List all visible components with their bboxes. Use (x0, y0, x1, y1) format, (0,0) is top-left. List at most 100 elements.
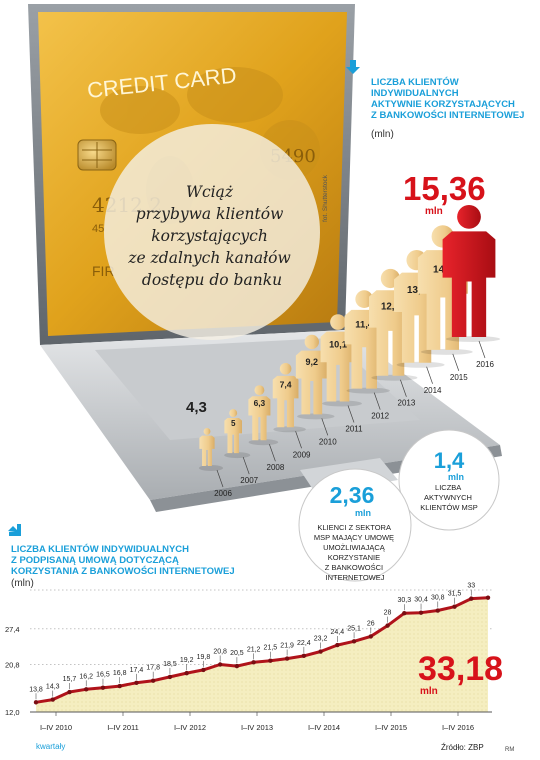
year-leader-line (347, 405, 355, 423)
figure-head (279, 362, 292, 375)
data-label: 33 (467, 583, 475, 590)
x-tick-label: I–IV 2013 (241, 723, 273, 732)
msp-active-line-2: AKTYWNYCH (424, 493, 472, 502)
year-label: 2008 (267, 463, 285, 472)
x-tick-label: I–IV 2012 (174, 723, 206, 732)
bottom-chart-header: LICZBA KLIENTÓW INDYWIDUALNYCH Z PODPISA… (8, 524, 235, 589)
year-label: 2011 (345, 425, 363, 434)
x-tick-label: I–IV 2015 (375, 723, 407, 732)
figure-2012: 11,4 (344, 290, 390, 394)
figure-value-label: 11,4 (355, 320, 374, 331)
figure-2016 (442, 205, 501, 342)
data-labels: 13,8 14,315,7 16,2 16,5 16,8 17,4 17,818,519,2… (29, 583, 475, 700)
figure-shadow (445, 336, 501, 342)
figure-shadow (371, 374, 418, 381)
data-point (84, 687, 89, 692)
year-leader-line (452, 353, 460, 372)
data-label: 15,7 (63, 676, 77, 683)
data-point (201, 667, 206, 673)
top-chart-highlight-value: 15,36 (403, 170, 486, 207)
headline-line-2: przybywa klientów (136, 205, 284, 223)
author-initials: RM (505, 747, 514, 753)
data-point (452, 604, 457, 609)
data-point (117, 683, 122, 689)
figure-head (254, 385, 265, 396)
top-chart-highlight-unit: mln (425, 206, 443, 217)
data-label: 14,3 (46, 684, 60, 691)
data-label: 19,2 (180, 657, 194, 664)
bottom-chart-title-line-3: KORZYSTANIA Z BANKOWOŚCI INTERNETOWEJ (11, 565, 235, 577)
data-point (385, 623, 390, 628)
msp-active-line-1: LICZBA (435, 483, 461, 492)
headline-line-5: dostępu do banku (142, 271, 282, 289)
msp-active-text: LICZBA AKTYWNYCH KLIENTÓW MSP (420, 483, 478, 512)
figure-value-label: 9,2 (306, 357, 319, 367)
msp-contract-circle: 2,36 mln KLIENCI Z SEKTORA MSP MAJĄCY UM… (298, 468, 412, 582)
data-label: 22,4 (297, 640, 311, 647)
figure-2010: 9,2 (295, 334, 335, 420)
data-point (301, 653, 307, 659)
data-point (134, 680, 139, 686)
data-point (217, 662, 223, 667)
top-chart-title-line-3: AKTYWNIE KORZYSTAJĄCYCH (371, 99, 515, 110)
photo-credit: fot. Shutterstock (322, 174, 329, 222)
y-tick-label: 20,8 (5, 660, 20, 669)
msp-contract-line-4: KORZYSTANIE (328, 553, 380, 562)
data-label: 17,8 (146, 665, 160, 672)
data-point (33, 700, 39, 705)
data-point (50, 697, 55, 702)
year-leader-line (373, 392, 381, 410)
data-label: 30,3 (397, 597, 411, 604)
data-label: 18,5 (163, 661, 177, 668)
figure-body (442, 231, 496, 337)
figure-body (320, 331, 356, 402)
data-point (150, 678, 156, 683)
top-chart-title-line-2: INDYWIDUALNYCH (371, 88, 459, 99)
data-point (284, 656, 290, 661)
data-label: 16,5 (96, 672, 110, 679)
data-label: 17,4 (130, 667, 144, 674)
year-label: 2006 (214, 489, 232, 498)
figure-2009: 7,4 (272, 362, 306, 433)
area-line (35, 596, 489, 704)
data-point (418, 610, 424, 615)
data-label: 20,8 (213, 648, 227, 655)
data-label: 19,8 (197, 654, 211, 661)
top-chart-year-labels: 2006 2007 2008 2009 2010 2011 2012 2013 2014 2015… (214, 340, 494, 498)
figure-body (248, 396, 271, 441)
figure-body (224, 417, 242, 454)
msp-contract-value: 2,36 (330, 482, 375, 508)
msp-contract-unit: mln (355, 508, 371, 518)
source-note: Źródło: ZBP (441, 743, 484, 752)
year-leader-line (242, 456, 250, 475)
data-point (234, 663, 240, 669)
x-axis-caption: kwartały (36, 742, 65, 751)
year-leader-line (216, 469, 224, 488)
x-tick-label: I–IV 2014 (308, 723, 340, 732)
x-tick-label: I–IV 2011 (107, 723, 139, 732)
data-points (33, 595, 491, 705)
year-leader-line (269, 444, 276, 462)
msp-contract-line-3: UMOŻLIWIAJĄCĄ (323, 543, 386, 552)
bottom-chart-highlight-unit: mln (420, 686, 438, 697)
bottom-chart-title-line-2: Z PODPISANĄ UMOWĄ DOTYCZĄCĄ (11, 555, 179, 566)
headline-line-1: Wciąż (186, 183, 234, 201)
year-label: 2014 (424, 386, 442, 395)
figure-value-label: 12,4 (381, 301, 400, 312)
y-tick-labels: 12,0 20,8 27,4 (5, 625, 20, 717)
top-chart-title: LICZBA KLIENTÓW INDYWIDUALNYCH AKTYWNIE … (371, 76, 524, 121)
y-tick-label: 12,0 (5, 708, 20, 717)
data-label: 13,8 (29, 686, 43, 693)
figure-head (203, 428, 211, 435)
msp-active-value: 1,4 (434, 448, 465, 473)
figure-shadow (198, 465, 224, 471)
data-label: 16,8 (113, 670, 127, 677)
year-leader-line (426, 366, 433, 384)
figure-shadow (297, 413, 335, 420)
msp-contract-circle-shape (298, 468, 412, 582)
data-point (268, 658, 273, 663)
figure-shadow (420, 348, 473, 355)
figure-head (457, 205, 481, 229)
msp-active-circle-shape (398, 429, 500, 531)
